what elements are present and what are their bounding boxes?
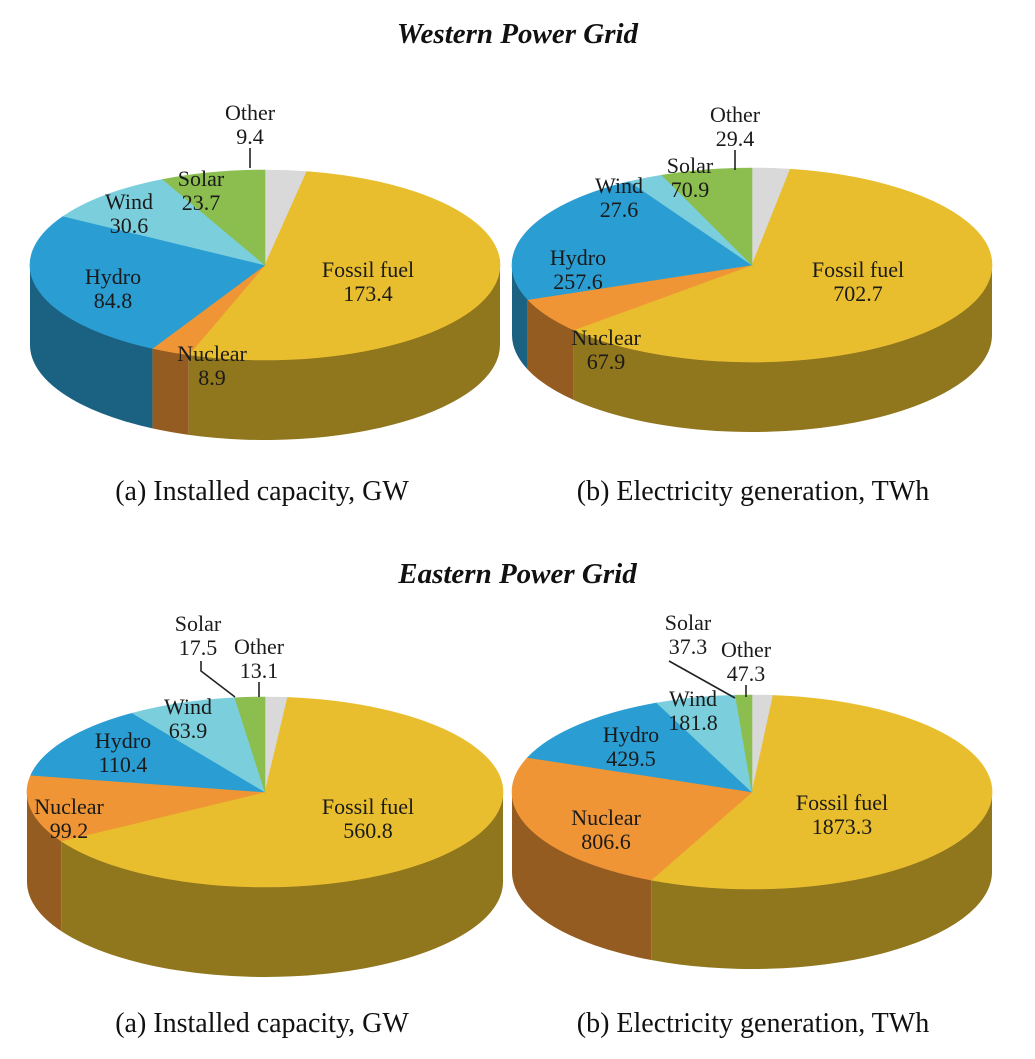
pie-slice-hydro: [30, 712, 266, 793]
pie-slice-fossil-fuel: [572, 168, 993, 363]
slice-value-wind: 27.6: [600, 197, 639, 222]
slice-label-hydro: Hydro: [85, 264, 141, 289]
pie-side-fossil-fuel: [188, 265, 501, 440]
slice-value-hydro: 257.6: [553, 269, 603, 294]
caption-west-generation: (b) Electricity generation, TWh: [576, 476, 930, 507]
pie-slice-nuclear: [26, 774, 266, 842]
slice-label-wind: Wind: [595, 173, 643, 198]
pie-side-nuclear: [152, 348, 189, 435]
slice-label-fossil-fuel: Fossil fuel: [322, 257, 414, 282]
pie-side-fossil-fuel: [573, 265, 992, 433]
pie-side-fossil-fuel: [651, 792, 992, 970]
slice-value-other: 13.1: [240, 658, 279, 683]
eastern-grid-title: Eastern Power Grid: [398, 558, 637, 590]
slice-value-nuclear: 806.6: [581, 829, 631, 854]
pie-slice-wind: [131, 697, 266, 793]
slice-value-fossil-fuel: 1873.3: [812, 814, 873, 839]
pie-side-hydro: [30, 265, 153, 429]
slice-label-other: Other: [710, 102, 761, 127]
slice-label-other: Other: [225, 100, 276, 125]
pie-slice-fossil-fuel: [60, 697, 504, 888]
slice-value-nuclear: 8.9: [198, 365, 226, 390]
slice-value-hydro: 84.8: [94, 288, 133, 313]
slice-label-fossil-fuel: Fossil fuel: [322, 794, 414, 819]
slice-value-hydro: 429.5: [606, 746, 656, 771]
slice-label-hydro: Hydro: [550, 245, 606, 270]
slice-label-wind: Wind: [105, 189, 153, 214]
slice-label-nuclear: Nuclear: [177, 341, 247, 366]
slice-label-solar: Solar: [178, 166, 225, 191]
leader-line-solar: [200, 661, 236, 698]
slice-label-nuclear: Nuclear: [571, 805, 641, 830]
slice-label-wind: Wind: [164, 694, 212, 719]
slice-value-solar: 70.9: [671, 177, 710, 202]
slice-label-solar: Solar: [175, 611, 222, 636]
leader-line-solar: [668, 660, 736, 699]
slice-value-fossil-fuel: 560.8: [343, 818, 393, 843]
slice-label-solar: Solar: [665, 610, 712, 635]
slice-label-fossil-fuel: Fossil fuel: [812, 257, 904, 282]
slice-label-other: Other: [234, 634, 285, 659]
slice-label-solar: Solar: [667, 153, 714, 178]
pie-slice-fossil-fuel: [650, 695, 993, 890]
slice-label-hydro: Hydro: [95, 728, 151, 753]
pie-slice-nuclear: [511, 757, 753, 881]
pie-side-nuclear: [27, 792, 62, 932]
slice-label-wind: Wind: [669, 686, 717, 711]
slice-value-other: 9.4: [236, 124, 264, 149]
slice-value-nuclear: 99.2: [50, 818, 89, 843]
caption-east-capacity: (a) Installed capacity, GW: [115, 1008, 409, 1039]
slice-value-hydro: 110.4: [99, 752, 148, 777]
slice-value-wind: 30.6: [110, 213, 149, 238]
slice-label-hydro: Hydro: [603, 722, 659, 747]
slice-label-other: Other: [721, 637, 772, 662]
pie-slice-hydro: [527, 702, 753, 793]
pie-slice-wind: [62, 179, 266, 266]
slice-value-fossil-fuel: 173.4: [343, 281, 393, 306]
slice-value-other: 47.3: [727, 661, 766, 686]
pie-slice-solar: [661, 167, 753, 266]
pie-slice-solar: [734, 694, 753, 793]
slice-label-fossil-fuel: Fossil fuel: [796, 790, 888, 815]
slice-value-wind: 63.9: [169, 718, 208, 743]
slice-value-wind: 181.8: [668, 710, 718, 735]
slice-value-solar: 23.7: [182, 190, 221, 215]
slice-value-fossil-fuel: 702.7: [833, 281, 883, 306]
pie-side-nuclear: [512, 792, 652, 961]
slice-label-nuclear: Nuclear: [34, 794, 104, 819]
pie-slice-solar: [234, 696, 266, 793]
slice-label-nuclear: Nuclear: [571, 325, 641, 350]
pie-slice-solar: [162, 169, 266, 266]
slice-value-solar: 17.5: [179, 635, 218, 660]
slice-value-nuclear: 67.9: [587, 349, 626, 374]
western-grid-title: Western Power Grid: [396, 18, 639, 50]
caption-east-generation: (b) Electricity generation, TWh: [576, 1008, 930, 1039]
slice-value-other: 29.4: [716, 126, 755, 151]
slice-value-solar: 37.3: [669, 634, 708, 659]
pie-slice-hydro: [29, 215, 266, 349]
pie-slice-fossil-fuel: [188, 171, 501, 361]
pie-side-hydro: [512, 265, 528, 370]
caption-west-capacity: (a) Installed capacity, GW: [115, 476, 409, 507]
pie-slice-hydro: [511, 181, 753, 300]
pie-side-fossil-fuel: [61, 792, 503, 978]
